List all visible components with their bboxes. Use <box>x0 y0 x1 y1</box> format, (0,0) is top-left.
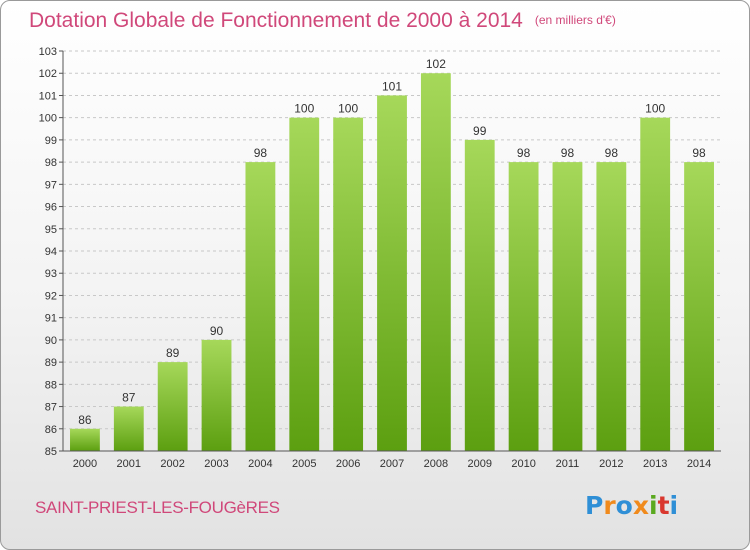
y-tick-label: 97 <box>45 179 57 191</box>
bar-2006 <box>333 117 364 452</box>
y-tick-label: 99 <box>45 135 57 147</box>
x-tick-label: 2009 <box>467 458 491 470</box>
logo-letter: t <box>657 491 670 520</box>
unit-label: (en milliers d'€) <box>534 13 616 27</box>
y-tick-label: 91 <box>45 313 57 325</box>
bar-2009 <box>464 139 495 451</box>
data-label: 98 <box>692 146 706 160</box>
y-tick-label: 101 <box>39 90 57 102</box>
data-label: 102 <box>426 57 446 71</box>
data-label: 87 <box>122 391 136 405</box>
x-tick-label: 2000 <box>73 458 97 470</box>
data-label: 101 <box>382 79 402 93</box>
y-axis: 85 86 87 88 89 90 91 92 93 94 95 96 97 98 99 100 101 102 1… <box>39 46 64 458</box>
data-label: 89 <box>166 346 180 360</box>
y-tick-label: 100 <box>39 113 57 125</box>
x-tick-label: 2003 <box>204 458 228 470</box>
x-tick-label: 2008 <box>424 458 448 470</box>
x-tick-label: 2010 <box>511 458 535 470</box>
logo-letter: x <box>632 491 649 520</box>
x-tick-label: 2011 <box>556 458 580 470</box>
y-tick-label: 93 <box>45 268 57 280</box>
bar-2011 <box>552 162 583 451</box>
logo-letter: o <box>615 491 633 520</box>
x-tick-label: 2014 <box>687 458 711 470</box>
commune-name: SAINT-PRIEST-LES-FOUGèRES <box>35 498 280 517</box>
bar-2004 <box>245 162 276 451</box>
bar-2005 <box>289 117 320 452</box>
x-tick-label: 2006 <box>336 458 360 470</box>
logo-letter: r <box>603 491 616 520</box>
y-tick-label: 103 <box>39 46 57 58</box>
bar-2001 <box>113 406 144 451</box>
bar-2010 <box>508 162 539 451</box>
x-tick-label: 2002 <box>160 458 184 470</box>
x-tick-label: 2012 <box>599 458 623 470</box>
logo-letter: i <box>649 491 658 520</box>
bar-2003 <box>201 339 232 451</box>
data-label: 99 <box>473 124 487 138</box>
data-label: 100 <box>294 102 314 116</box>
y-tick-label: 87 <box>45 402 57 414</box>
data-label: 98 <box>517 146 531 160</box>
data-label: 98 <box>605 146 619 160</box>
x-tick-label: 2007 <box>380 458 404 470</box>
data-label: 98 <box>561 146 575 160</box>
bar-2008 <box>420 73 451 451</box>
x-axis: 2000 2001 2002 2003 2004 2005 2006 2007 2008 2009… <box>63 450 721 470</box>
y-tick-label: 85 <box>45 446 57 458</box>
y-tick-label: 92 <box>45 290 57 302</box>
bar-2014 <box>684 162 714 451</box>
data-label: 100 <box>645 102 665 116</box>
y-tick-label: 102 <box>39 68 57 80</box>
logo-letter: P <box>585 491 604 520</box>
y-tick-label: 96 <box>45 202 57 214</box>
y-tick-label: 94 <box>45 246 57 258</box>
data-label: 98 <box>254 146 268 160</box>
bar-2000 <box>70 428 100 451</box>
data-label: 100 <box>338 102 358 116</box>
x-tick-label: 2004 <box>248 458 272 470</box>
bar-2013 <box>640 117 671 452</box>
data-label: 90 <box>210 324 224 338</box>
x-tick-label: 2005 <box>292 458 316 470</box>
chart-title: Dotation Globale de Fonctionnement de 20… <box>29 9 616 32</box>
bar-2007 <box>377 95 407 451</box>
y-tick-label: 88 <box>45 379 57 391</box>
y-tick-label: 90 <box>45 335 57 347</box>
y-tick-label: 89 <box>45 357 57 369</box>
y-tick-label: 86 <box>45 424 57 436</box>
y-tick-label: 95 <box>45 224 57 236</box>
bars: 86 87 89 90 98 100 100 101 102 99 98 98 98 100 98 <box>70 57 714 452</box>
bar-2012 <box>596 162 627 451</box>
data-label: 86 <box>78 413 92 427</box>
logo-letter: i <box>669 491 679 520</box>
proxiti-logo: Proxiti <box>585 491 678 520</box>
bar-2002 <box>157 362 188 451</box>
x-tick-label: 2013 <box>643 458 667 470</box>
y-tick-label: 98 <box>45 157 57 169</box>
x-tick-label: 2001 <box>117 458 141 470</box>
